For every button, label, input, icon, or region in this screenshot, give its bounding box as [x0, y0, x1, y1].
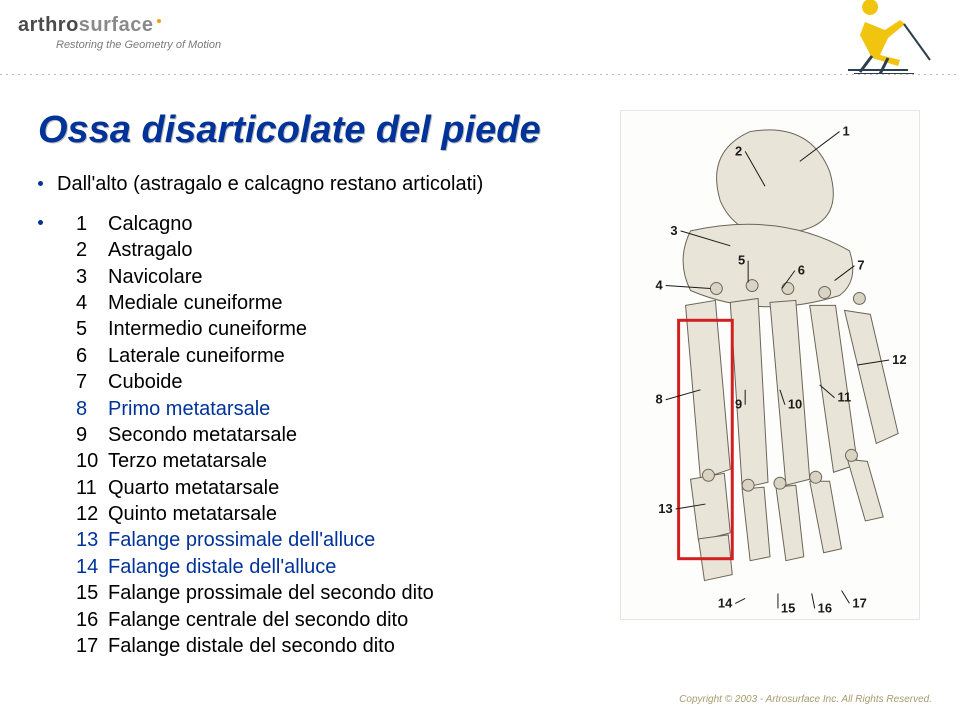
- svg-text:16: 16: [818, 600, 832, 615]
- list-item-number: 6: [76, 343, 108, 369]
- svg-text:6: 6: [798, 263, 805, 278]
- svg-text:14: 14: [718, 595, 733, 610]
- list-item: 11Quarto metatarsale: [76, 475, 434, 501]
- svg-text:8: 8: [656, 392, 663, 407]
- list-item: 2Astragalo: [76, 237, 434, 263]
- list-item-number: 8: [76, 396, 108, 422]
- svg-text:4: 4: [656, 278, 664, 293]
- brand-logo: arthrosurface Restoring the Geometry of …: [18, 14, 221, 51]
- list-item: 10Terzo metatarsale: [76, 448, 434, 474]
- list-item-label: Falange prossimale dell'alluce: [108, 527, 375, 553]
- svg-text:11: 11: [838, 390, 852, 405]
- list-item-label: Mediale cuneiforme: [108, 290, 283, 316]
- copyright-text: Copyright © 2003 - Artrosurface Inc. All…: [679, 694, 932, 705]
- list-item-number: 3: [76, 264, 108, 290]
- list-item: 13Falange prossimale dell'alluce: [76, 527, 434, 553]
- logo-dot-icon: [157, 19, 161, 23]
- skier-graphic: [830, 0, 940, 74]
- list-item: 8Primo metatarsale: [76, 396, 434, 422]
- svg-text:15: 15: [781, 600, 795, 615]
- list-item-number: 10: [76, 448, 108, 474]
- list-item-label: Falange distale del secondo dito: [108, 633, 395, 659]
- svg-text:1: 1: [843, 124, 850, 139]
- list-item-number: 15: [76, 580, 108, 606]
- list-item-label: Primo metatarsale: [108, 396, 270, 422]
- intro-row: Dall'alto (astragalo e calcagno restano …: [38, 172, 598, 197]
- slide-header: arthrosurface Restoring the Geometry of …: [0, 0, 960, 74]
- logo-part-1: arthro: [18, 14, 79, 36]
- list-item-number: 13: [76, 527, 108, 553]
- list-item: 4Mediale cuneiforme: [76, 290, 434, 316]
- list-item-number: 9: [76, 422, 108, 448]
- list-item-label: Laterale cuneiforme: [108, 343, 285, 369]
- svg-text:9: 9: [735, 397, 742, 412]
- list-item-label: Falange centrale del secondo dito: [108, 607, 408, 633]
- bullet-icon: [38, 220, 43, 225]
- list-item: 12Quinto metatarsale: [76, 501, 434, 527]
- foot-bones-figure: 1234567891011121314151617: [620, 110, 920, 620]
- list-item-label: Navicolare: [108, 264, 202, 290]
- list-item-number: 7: [76, 369, 108, 395]
- list-item-number: 2: [76, 237, 108, 263]
- logo-tagline: Restoring the Geometry of Motion: [56, 39, 221, 51]
- svg-text:7: 7: [857, 258, 864, 273]
- list-item: 3Navicolare: [76, 264, 434, 290]
- list-item-label: Falange distale dell'alluce: [108, 554, 336, 580]
- list-item: 5Intermedio cuneiforme: [76, 316, 434, 342]
- intro-text: Dall'alto (astragalo e calcagno restano …: [57, 172, 483, 197]
- list-item-number: 12: [76, 501, 108, 527]
- list-item-number: 1: [76, 211, 108, 237]
- svg-text:13: 13: [658, 501, 672, 516]
- list-item-label: Quinto metatarsale: [108, 501, 277, 527]
- svg-text:5: 5: [738, 253, 745, 268]
- svg-text:17: 17: [852, 595, 866, 610]
- bullet-icon: [38, 181, 43, 186]
- list-item-number: 4: [76, 290, 108, 316]
- list-item-number: 14: [76, 554, 108, 580]
- svg-text:12: 12: [892, 352, 906, 367]
- svg-text:10: 10: [788, 397, 802, 412]
- list-item-label: Falange prossimale del secondo dito: [108, 580, 434, 606]
- list-item: 16Falange centrale del secondo dito: [76, 607, 434, 633]
- list-item-label: Calcagno: [108, 211, 193, 237]
- slide-body: Ossa disarticolate del piede Dall'alto (…: [38, 110, 598, 673]
- svg-text:3: 3: [670, 223, 677, 238]
- list-item: 9Secondo metatarsale: [76, 422, 434, 448]
- list-item: 6Laterale cuneiforme: [76, 343, 434, 369]
- list-item-number: 11: [76, 475, 108, 501]
- list-item: 17Falange distale del secondo dito: [76, 633, 434, 659]
- logo-wordmark: arthrosurface: [18, 14, 221, 37]
- list-item-number: 16: [76, 607, 108, 633]
- header-divider: [0, 74, 960, 75]
- list-item-number: 17: [76, 633, 108, 659]
- svg-text:2: 2: [735, 143, 742, 158]
- list-item-label: Intermedio cuneiforme: [108, 316, 307, 342]
- bone-list: 1Calcagno2Astragalo3Navicolare4Mediale c…: [76, 211, 434, 660]
- logo-part-2: surface: [79, 14, 154, 36]
- list-item-number: 5: [76, 316, 108, 342]
- list-item-label: Secondo metatarsale: [108, 422, 297, 448]
- list-item-label: Quarto metatarsale: [108, 475, 279, 501]
- list-item-label: Terzo metatarsale: [108, 448, 267, 474]
- list-item: 7Cuboide: [76, 369, 434, 395]
- list-item: 15Falange prossimale del secondo dito: [76, 580, 434, 606]
- list-row: 1Calcagno2Astragalo3Navicolare4Mediale c…: [38, 211, 598, 660]
- list-item: 1Calcagno: [76, 211, 434, 237]
- list-item-label: Astragalo: [108, 237, 193, 263]
- list-item: 14Falange distale dell'alluce: [76, 554, 434, 580]
- slide-title: Ossa disarticolate del piede: [38, 110, 598, 152]
- list-item-label: Cuboide: [108, 369, 183, 395]
